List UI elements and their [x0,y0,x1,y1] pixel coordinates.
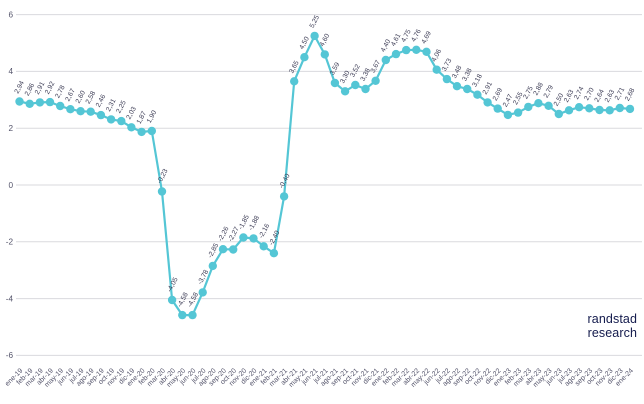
data-point [96,110,106,120]
data-point [412,45,421,54]
data-point [574,103,584,112]
y-tick-label: -4 [6,294,14,303]
data-label: 1,90 [146,109,158,124]
data-point [320,50,329,59]
y-tick-label: 6 [8,10,13,19]
brand-line-1: randstad [587,312,637,326]
data-point [605,106,614,115]
y-tick-label: -6 [6,351,14,360]
data-point [157,187,167,196]
data-point [188,310,197,320]
data-label: 3,52 [349,63,361,78]
data-point [269,249,279,258]
data-point [452,82,462,91]
y-tick-label: -2 [6,238,14,247]
data-label: 3,73 [441,57,453,72]
data-label: 2,68 [624,87,636,102]
data-point [127,123,136,132]
series-line [18,34,632,317]
data-label: 2,69 [492,87,504,102]
data-point [524,102,533,112]
data-point [137,127,146,137]
data-label: 2,92 [44,80,56,95]
data-point [229,245,238,254]
brand-line-2: research [587,326,637,341]
data-point [585,104,594,113]
data-label: -2,40 [268,229,282,246]
data-point [361,84,370,94]
data-point [198,288,207,297]
data-point [402,45,411,55]
data-label: 3,18 [471,73,483,88]
data-point [86,107,95,116]
data-label: 2,46 [95,93,107,108]
data-point [117,116,126,126]
y-tick-label: 4 [8,67,13,76]
data-point [249,234,258,243]
data-point [371,76,380,86]
data-point [56,101,65,111]
data-point [351,80,360,90]
data-point [208,261,217,271]
data-point [178,310,187,320]
data-point [564,106,574,115]
data-point [300,53,309,62]
data-point [493,104,502,113]
data-label: -0,40 [278,173,292,190]
data-point [167,295,177,305]
data-label: 4,40 [380,38,392,53]
data-point [279,192,289,201]
data-label: 4,60 [319,33,331,48]
data-point [442,74,452,84]
data-point [35,98,45,107]
data-label: 3,59 [329,61,341,76]
data-label: 4,06 [431,48,443,63]
data-point [544,101,553,111]
data-point [625,104,635,114]
y-tick-label: 2 [8,124,13,133]
y-tick-label: 0 [8,181,13,190]
data-point [66,105,75,114]
data-label: 5,25 [309,14,321,29]
data-label: -4,05 [166,276,180,293]
data-point [595,105,604,115]
data-point [25,99,34,109]
data-label: 4,69 [421,30,433,45]
data-point [147,126,156,136]
data-label: -2,16 [258,223,272,240]
data-point [45,97,55,107]
data-point [473,90,482,99]
data-point [381,55,390,65]
data-point [76,107,85,116]
data-point [483,98,492,107]
brand-wordmark: randstad research [588,312,637,340]
data-point [513,108,523,117]
data-point [534,99,543,108]
data-point [422,47,431,56]
data-label: 2,91 [482,81,494,96]
data-label: 2,79 [543,84,555,99]
data-point [239,233,248,242]
data-point [310,31,319,41]
data-point [330,78,340,88]
data-label: 3,38 [461,67,473,82]
data-point [290,77,299,86]
data-label: 2,55 [512,91,524,106]
data-point [218,245,228,254]
data-point [615,103,624,113]
data-label: 1,87 [136,110,148,125]
data-point [259,242,268,251]
data-label: 2,03 [125,106,137,121]
data-point [15,97,24,106]
data-point [391,49,401,59]
data-point [106,115,116,124]
data-point [503,110,513,120]
data-point [554,109,563,119]
data-point [340,87,350,96]
data-point [463,84,472,94]
data-point [432,65,441,74]
